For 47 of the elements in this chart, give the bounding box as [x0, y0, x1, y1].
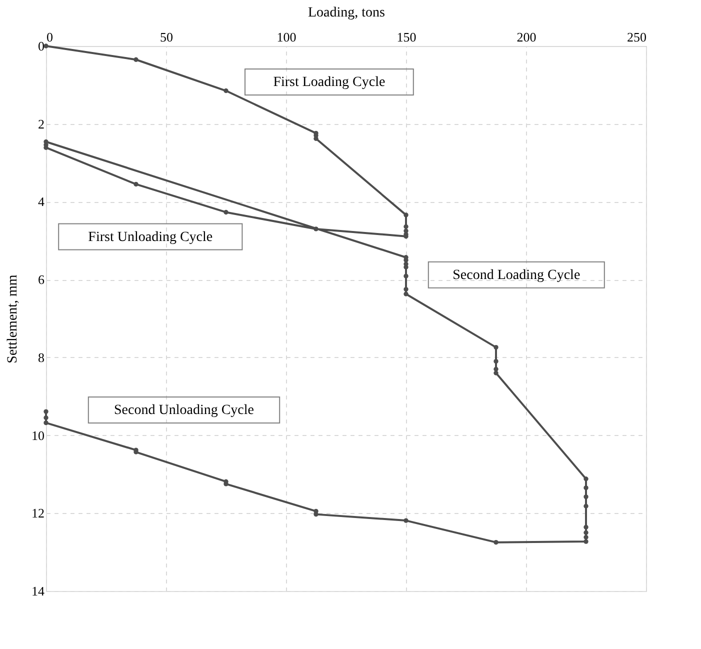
x-tick-label: 50: [160, 30, 173, 44]
y-tick-label: 14: [32, 584, 45, 598]
point: [404, 212, 408, 218]
point: [494, 540, 498, 545]
point: [584, 476, 588, 482]
x-tick-label: 150: [396, 30, 416, 44]
annotation: Second Unloading Cycle: [114, 403, 254, 418]
y-tick-label: 2: [38, 116, 44, 132]
line-series: [44, 44, 588, 545]
point: [584, 534, 588, 540]
point: [224, 210, 228, 215]
point: [494, 370, 498, 376]
y-tick-label: 6: [38, 272, 45, 288]
y-tick-label: 10: [32, 428, 44, 443]
point: [404, 286, 408, 292]
x-tick-label: 200: [516, 30, 536, 44]
point: [494, 366, 498, 372]
point: [224, 88, 228, 94]
x-tick-label: 250: [627, 30, 646, 44]
y-tick-label: 4: [38, 194, 45, 210]
point: [134, 57, 138, 62]
point: [584, 524, 588, 530]
point: [494, 358, 498, 364]
point: [584, 494, 588, 500]
point: [44, 409, 48, 414]
point: [314, 226, 318, 232]
x-tick-label: 100: [276, 30, 296, 44]
point: [404, 274, 408, 278]
point: [584, 530, 588, 535]
y-tick-label: 8: [38, 350, 44, 365]
y-axis-title: Settlement, mm: [6, 274, 20, 364]
y-tick-label: 12: [32, 506, 44, 521]
point: [44, 44, 48, 48]
point: [494, 344, 498, 350]
point: [404, 518, 408, 523]
point: [134, 182, 138, 187]
annotation: First Unloading Cycle: [88, 230, 213, 245]
x-axis-title: Loading, tons: [308, 6, 385, 20]
point: [584, 486, 588, 490]
point: [584, 539, 588, 544]
point: [44, 415, 48, 420]
point: [584, 504, 588, 508]
point: [404, 292, 408, 296]
point: [404, 224, 408, 229]
annotation: Second Loading Cycle: [452, 268, 580, 283]
annotation: First Loading Cycle: [273, 74, 386, 90]
point: [44, 420, 48, 426]
